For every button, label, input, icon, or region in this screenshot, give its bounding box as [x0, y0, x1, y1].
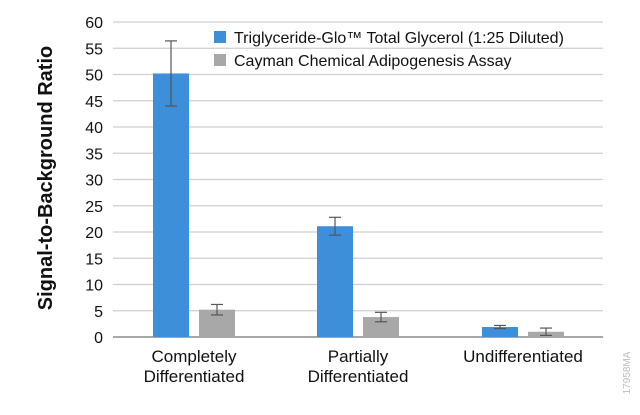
y-tick-label: 50 [85, 68, 103, 85]
y-tick-label: 30 [85, 173, 103, 190]
x-category-label: Undifferentiated [463, 347, 583, 366]
legend-swatch [214, 31, 226, 43]
bars [153, 73, 564, 337]
figure-id-watermark: 17958MA [622, 351, 633, 394]
gridlines [113, 21, 603, 338]
y-tick-label: 40 [85, 120, 103, 137]
error-bars [165, 40, 552, 337]
legend: Triglyceride-Glo™ Total Glycerol (1:25 D… [214, 30, 564, 70]
legend-label: Cayman Chemical Adipogenesis Assay [234, 53, 511, 70]
x-axis-categories: Completely Differentiated Partially Differe… [144, 347, 583, 386]
y-tick-label: 10 [85, 278, 103, 295]
y-tick-label: 5 [94, 304, 103, 321]
bar-triglyceride-glo-1 [317, 226, 353, 337]
legend-label: Triglyceride-Glo™ Total Glycerol (1:25 D… [234, 30, 564, 47]
x-category-label: Completely Differentiated [144, 347, 245, 386]
bar-cayman-1 [363, 317, 399, 337]
y-axis-label: Signal-to-Background Ratio [35, 46, 57, 310]
y-tick-label: 60 [85, 15, 103, 32]
bar-triglyceride-glo-2 [482, 327, 518, 337]
y-tick-label: 35 [85, 146, 103, 163]
y-tick-label: 20 [85, 225, 103, 242]
y-tick-label: 15 [85, 251, 103, 268]
bar-triglyceride-glo-0 [153, 73, 189, 337]
x-category-label: Partially Differentiated [308, 347, 409, 386]
y-tick-label: 55 [85, 41, 103, 58]
y-tick-label: 0 [94, 330, 103, 347]
y-axis-ticks: 0 5 10 15 20 25 30 35 40 45 50 55 60 [85, 15, 103, 347]
y-tick-label: 25 [85, 199, 103, 216]
legend-swatch [214, 54, 226, 66]
y-tick-label: 45 [85, 94, 103, 111]
